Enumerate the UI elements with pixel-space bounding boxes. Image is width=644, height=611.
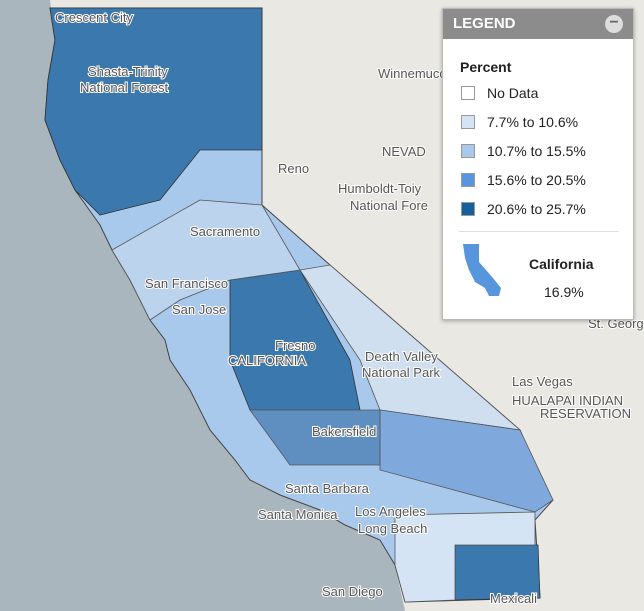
- place-label: Humboldt-Toiy: [338, 181, 422, 196]
- place-label: National Fore: [350, 198, 428, 213]
- place-label: San Jose: [172, 302, 226, 317]
- legend-swatch: [461, 144, 475, 158]
- place-label: NEVAD: [382, 144, 426, 159]
- legend-item: 10.7% to 15.5%: [461, 143, 633, 159]
- place-label: Bakersfield: [312, 424, 376, 439]
- legend-swatch: [461, 86, 475, 100]
- place-label: Santa Monica: [258, 507, 338, 522]
- place-label: Santa Barbara: [285, 481, 370, 496]
- legend-swatch: [461, 202, 475, 216]
- place-label: Las Vegas: [512, 374, 573, 389]
- place-label: Mexicali: [490, 591, 537, 606]
- county-region: [249, 409, 381, 466]
- legend-swatch: [461, 115, 475, 129]
- legend-label: 20.6% to 25.7%: [487, 201, 586, 217]
- legend-swatch: [461, 173, 475, 187]
- ocean: [0, 0, 405, 611]
- legend-label: 10.7% to 15.5%: [487, 143, 586, 159]
- county-region: [111, 199, 301, 321]
- county-region: [299, 264, 522, 431]
- place-label: Sacramento: [190, 224, 260, 239]
- legend-label: 7.7% to 10.6%: [487, 114, 579, 130]
- place-label: Long Beach: [358, 521, 427, 536]
- place-label: San Diego: [322, 584, 383, 599]
- place-label: Reno: [278, 161, 309, 176]
- legend-item: No Data: [461, 85, 633, 101]
- legend-item: 7.7% to 10.6%: [461, 114, 633, 130]
- place-label: National Forest: [80, 80, 169, 95]
- collapse-button[interactable]: −: [605, 15, 623, 33]
- county-region: [44, 7, 263, 216]
- legend-header: LEGEND −: [443, 9, 633, 39]
- legend-items: No Data 7.7% to 10.6% 10.7% to 15.5% 15.6% …: [443, 85, 633, 217]
- legend-title: LEGEND: [453, 15, 516, 32]
- state-value: 16.9%: [544, 284, 584, 300]
- place-label: National Park: [362, 365, 441, 380]
- place-label: San Francisco: [145, 276, 228, 291]
- place-label: Crescent City: [55, 10, 134, 25]
- place-label: Death Valley: [365, 349, 438, 364]
- legend-subtitle: Percent: [460, 59, 512, 75]
- place-label: Winnemucca: [378, 66, 454, 81]
- place-label: Fresno: [275, 338, 315, 353]
- place-label: HUALAPAI INDIAN: [512, 393, 623, 408]
- place-label: RESERVATION: [540, 406, 631, 421]
- legend-item: 15.6% to 20.5%: [461, 172, 633, 188]
- place-label: CALIFORNIA: [228, 353, 306, 368]
- legend-panel: LEGEND − Percent No Data 7.7% to 10.6% 10.7…: [442, 8, 634, 320]
- state-name: California: [529, 256, 594, 272]
- place-label: Los Angeles: [355, 504, 426, 519]
- place-label: Shasta-Trinity: [88, 64, 168, 79]
- county-region: [394, 511, 536, 603]
- legend-label: No Data: [487, 85, 539, 101]
- legend-label: 15.6% to 20.5%: [487, 172, 586, 188]
- legend-item: 20.6% to 25.7%: [461, 201, 633, 217]
- state-icon: [463, 244, 501, 296]
- state-summary: California 16.9%: [459, 231, 619, 305]
